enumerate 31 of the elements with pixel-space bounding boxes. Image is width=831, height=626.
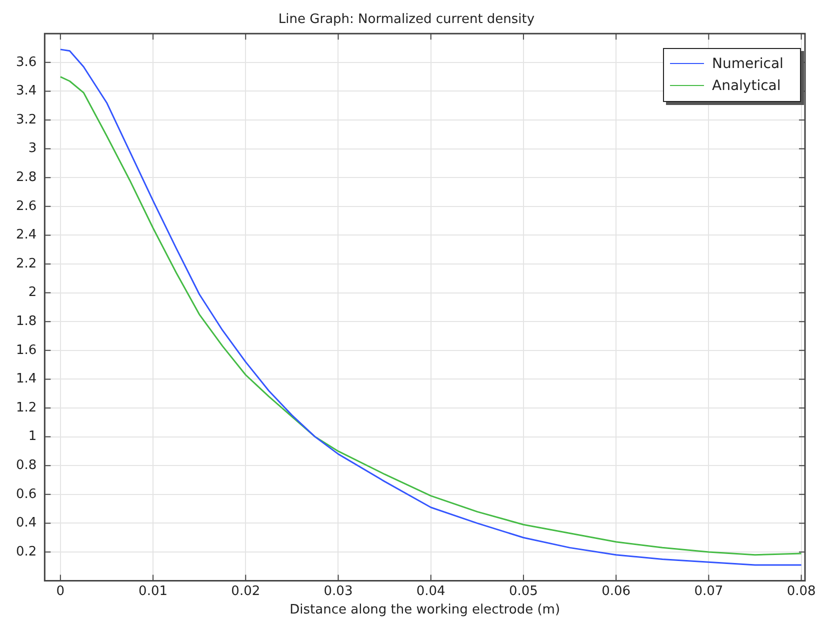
y-tick-label: 0.8 xyxy=(16,458,37,473)
y-tick-label: 3 xyxy=(28,141,37,156)
x-axis-title: Distance along the working electrode (m) xyxy=(290,602,560,618)
y-tick-label: 0.4 xyxy=(16,516,37,531)
legend-label: Analytical xyxy=(712,78,781,94)
y-tick-label: 3.2 xyxy=(16,112,37,128)
y-tick-label: 3.6 xyxy=(16,54,37,70)
y-tick-label: 1 xyxy=(28,429,37,444)
y-tick-label: 0.2 xyxy=(16,544,37,560)
legend-label: Numerical xyxy=(712,56,784,72)
y-tick-label: 2.2 xyxy=(16,256,37,272)
x-tick-label: 0.03 xyxy=(324,584,353,599)
y-tick-label: 2.4 xyxy=(16,228,37,243)
y-tick-label: 1.6 xyxy=(16,342,37,358)
y-tick-label: 2 xyxy=(28,285,37,300)
x-tick-label: 0.08 xyxy=(786,584,816,599)
x-tick-label: 0.07 xyxy=(694,584,724,599)
y-tick-label: 2.6 xyxy=(16,198,37,214)
y-tick-label: 1.8 xyxy=(16,314,37,329)
x-tick-label: 0 xyxy=(56,584,65,599)
x-tick-label: 0.01 xyxy=(138,584,168,599)
y-tick-label: 2.8 xyxy=(16,170,37,185)
y-tick-label: 1.2 xyxy=(16,400,37,416)
y-tick-label: 1.4 xyxy=(16,372,37,387)
y-tick-label: 0.6 xyxy=(16,486,37,502)
x-tick-label: 0.02 xyxy=(231,584,260,599)
x-tick-label: 0.05 xyxy=(508,584,538,599)
x-tick-label: 0.06 xyxy=(602,584,631,599)
y-tick-label: 3.4 xyxy=(16,84,37,99)
chart-title: Line Graph: Normalized current density xyxy=(278,12,535,28)
x-tick-label: 0.04 xyxy=(416,584,446,599)
